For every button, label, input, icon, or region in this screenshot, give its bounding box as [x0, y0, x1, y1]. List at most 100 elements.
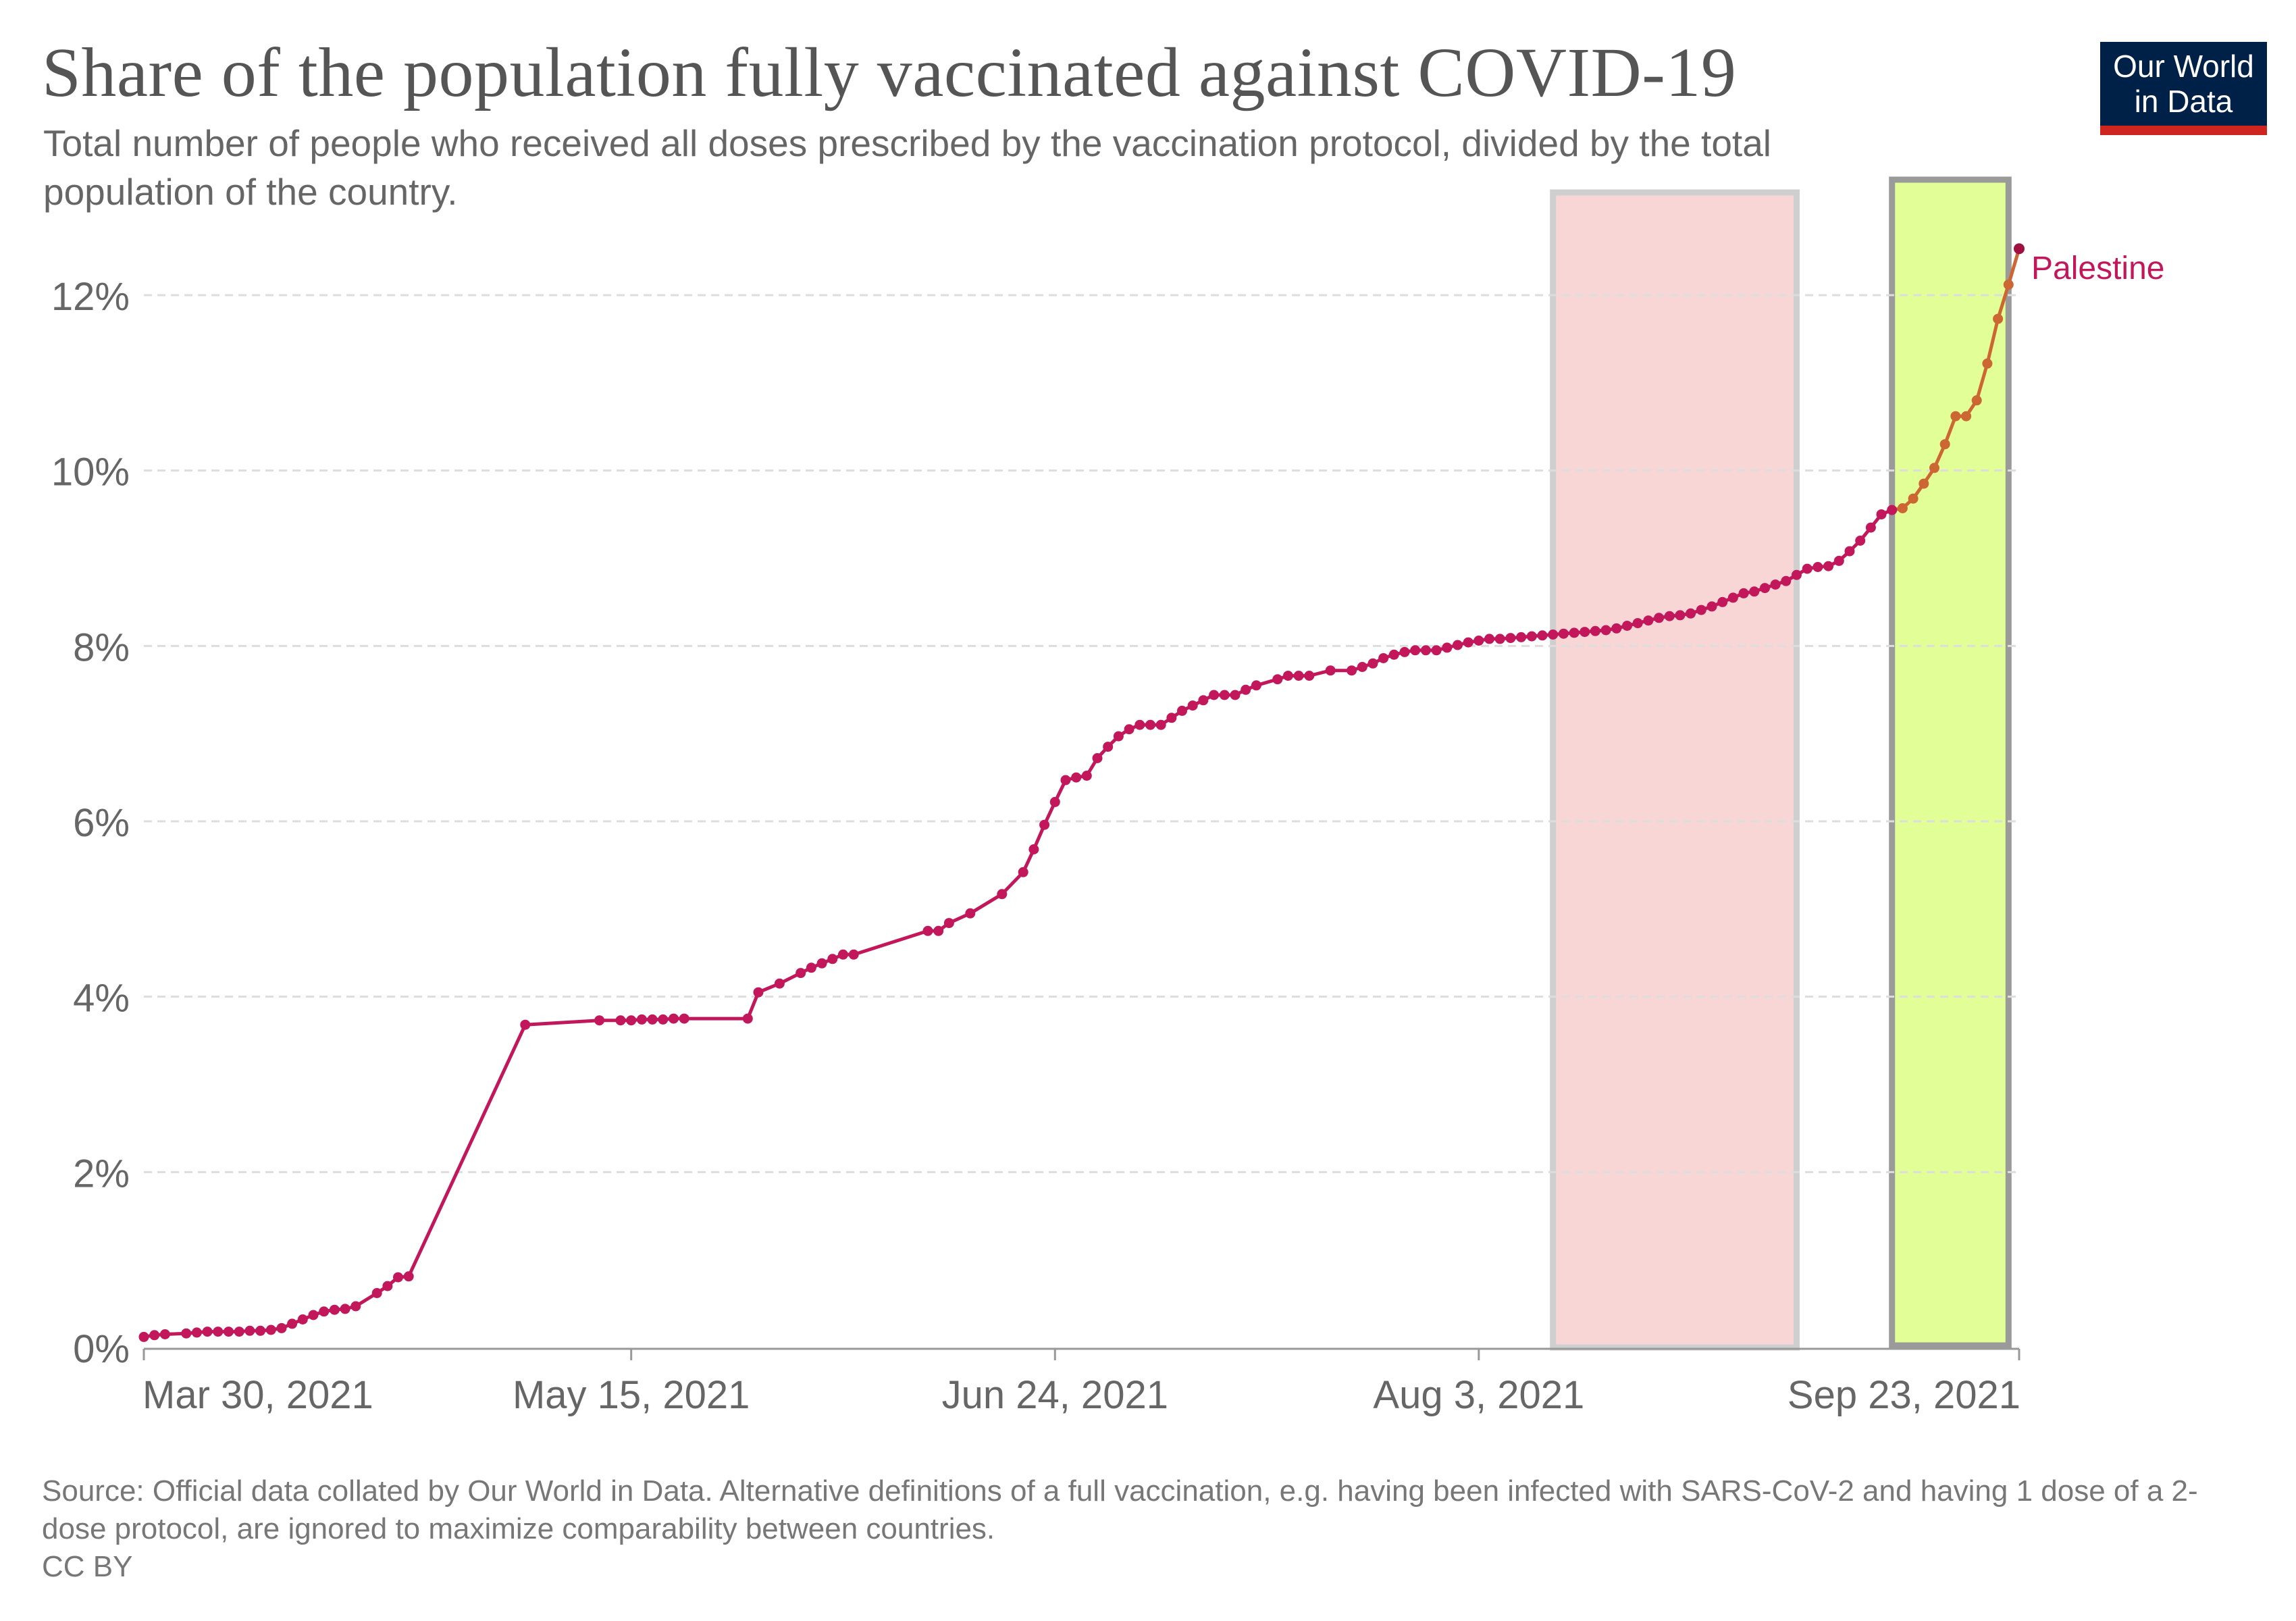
series-labels: Palestine — [2031, 251, 2164, 286]
highlight-bands — [1550, 176, 2012, 1351]
data-point — [1632, 618, 1643, 629]
x-axis: Mar 30, 2021 May 15, 2021 Jun 24, 2021 Aug … — [142, 1347, 2020, 1417]
data-point — [1855, 536, 1866, 546]
y-tick-label: 8% — [73, 625, 130, 669]
data-point — [1198, 695, 1209, 706]
data-point — [1293, 671, 1304, 681]
data-point — [1505, 633, 1516, 644]
x-tick-label: Jun 24, 2021 — [942, 1373, 1168, 1417]
data-point — [1484, 634, 1494, 644]
data-point — [1399, 646, 1410, 657]
data-point — [244, 1325, 255, 1336]
data-point-last — [2014, 243, 2025, 255]
data-point — [1812, 562, 1823, 572]
source-note: Source: Official data collated by Our Wo… — [42, 1474, 2198, 1545]
data-point — [753, 987, 764, 998]
data-point — [1103, 742, 1114, 752]
y-tick-label: 4% — [73, 977, 130, 1021]
data-point — [1908, 493, 1919, 504]
data-point — [319, 1306, 330, 1317]
data-point — [382, 1281, 393, 1291]
data-point — [838, 949, 848, 960]
owid-logo[interactable]: Our World in Data — [2100, 42, 2267, 135]
data-point — [806, 962, 816, 973]
data-point — [287, 1318, 298, 1329]
data-point — [234, 1327, 244, 1337]
data-point — [340, 1304, 350, 1314]
data-point — [1738, 588, 1749, 598]
data-point — [1145, 719, 1155, 730]
data-point — [742, 1013, 753, 1024]
data-point — [1897, 503, 1908, 513]
data-point — [679, 1013, 689, 1024]
data-point — [1770, 580, 1781, 590]
data-point — [1378, 653, 1389, 663]
data-point — [1060, 775, 1071, 786]
data-point — [1929, 463, 1939, 473]
data-point — [1939, 439, 1950, 450]
data-point — [1781, 575, 1792, 586]
series-label: Palestine — [2031, 251, 2164, 286]
data-point — [1643, 615, 1654, 626]
data-point — [1580, 627, 1590, 638]
data-point — [1209, 690, 1220, 700]
data-point — [1124, 724, 1134, 735]
data-point — [1717, 596, 1728, 607]
license-label: CC BY — [42, 1550, 133, 1583]
data-point — [1166, 713, 1177, 723]
data-point — [1971, 395, 1982, 406]
data-point — [1410, 645, 1421, 656]
data-point — [1961, 411, 1972, 421]
data-point — [1887, 505, 1898, 515]
data-point — [1071, 772, 1082, 783]
data-point — [669, 1013, 679, 1024]
data-point — [2003, 279, 2014, 290]
data-point — [213, 1327, 224, 1337]
highlight-band-green — [1889, 176, 2012, 1349]
data-point — [1442, 642, 1453, 653]
data-point — [191, 1327, 202, 1338]
data-point — [1865, 522, 1876, 533]
x-tick-label: Aug 3, 2021 — [1373, 1373, 1584, 1417]
data-point — [1134, 719, 1145, 730]
y-tick-label: 12% — [51, 275, 130, 319]
data-point — [1367, 658, 1378, 669]
data-point — [1696, 604, 1706, 615]
data-point — [1792, 569, 1802, 580]
data-point — [202, 1327, 213, 1337]
data-point — [255, 1325, 266, 1336]
data-point — [1844, 546, 1855, 557]
data-point — [1177, 705, 1187, 716]
data-point — [393, 1272, 403, 1283]
data-point — [1241, 684, 1251, 695]
data-point — [1537, 630, 1548, 641]
x-tick-label: Sep 23, 2021 — [1788, 1373, 2020, 1417]
data-point — [1802, 563, 1812, 574]
data-point — [933, 925, 944, 936]
data-point — [1982, 358, 1993, 369]
data-point — [658, 1014, 669, 1025]
data-point — [1823, 561, 1834, 571]
data-point — [1664, 611, 1675, 621]
data-point — [1675, 610, 1686, 621]
y-tick-label: 10% — [51, 451, 130, 494]
data-point — [1347, 665, 1357, 676]
data-point — [827, 954, 838, 964]
logo-line-1: Our World — [2113, 49, 2254, 84]
data-point — [1463, 637, 1473, 648]
data-point — [647, 1014, 658, 1025]
data-point — [922, 925, 933, 936]
logo-line-2: in Data — [2134, 84, 2233, 119]
data-point — [615, 1015, 626, 1026]
data-point — [1018, 867, 1028, 877]
data-point — [1706, 601, 1717, 612]
y-axis-ticks: 0% 2% 4% 6% 8% 10% 12% — [51, 275, 130, 1371]
data-point — [1686, 608, 1696, 619]
data-point — [1919, 478, 1929, 489]
highlight-band-pink — [1550, 189, 1800, 1351]
data-point — [1155, 719, 1166, 730]
data-point — [1950, 411, 1961, 421]
data-point — [1304, 671, 1315, 681]
data-point — [1526, 631, 1537, 642]
